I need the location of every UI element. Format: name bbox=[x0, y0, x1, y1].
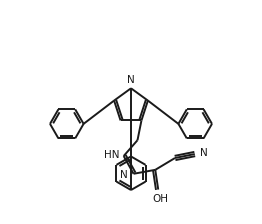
Text: N: N bbox=[200, 148, 208, 158]
Text: OH: OH bbox=[152, 194, 168, 204]
Text: HN: HN bbox=[104, 150, 120, 160]
Text: N: N bbox=[127, 75, 135, 85]
Text: N: N bbox=[120, 170, 128, 180]
